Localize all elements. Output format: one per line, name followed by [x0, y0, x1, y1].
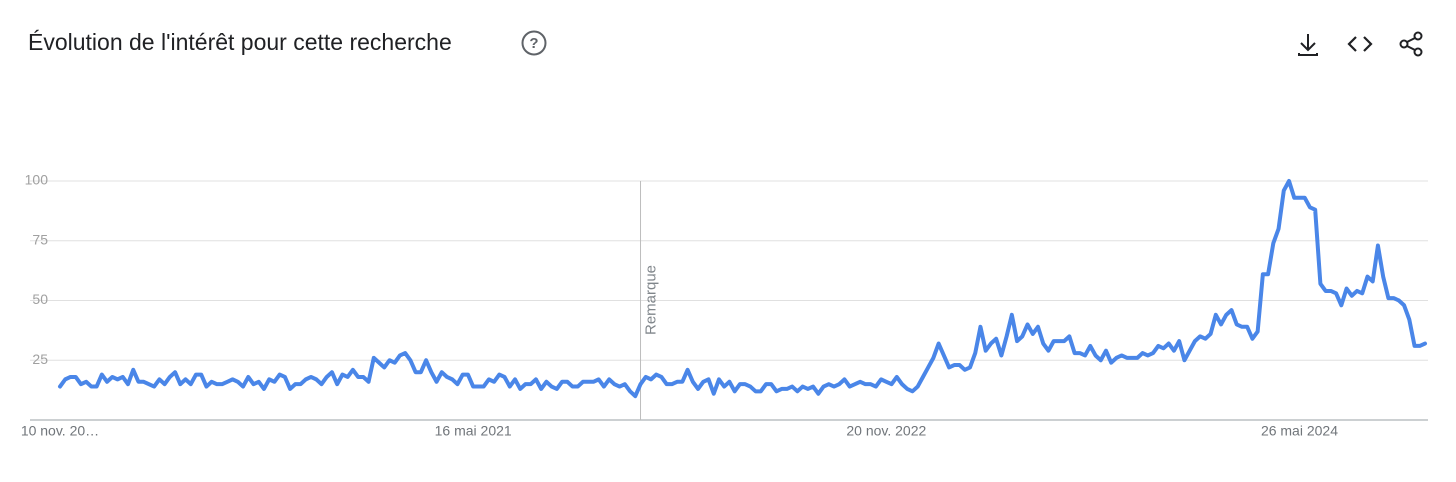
x-tick-label: 16 mai 2021: [435, 423, 512, 439]
x-tick-label: 20 nov. 2022: [846, 423, 926, 439]
svg-text:?: ?: [529, 35, 538, 52]
y-tick-label: 100: [25, 172, 49, 188]
trend-line: [58, 179, 1427, 399]
download-button[interactable]: [1298, 34, 1318, 56]
y-tick-label: 25: [32, 351, 48, 367]
chart-title: Évolution de l'intérêt pour cette recher…: [28, 29, 452, 55]
embed-button[interactable]: [1347, 36, 1373, 52]
x-tick-label: 10 nov. 20…: [21, 423, 99, 439]
x-tick-label: 26 mai 2024: [1261, 423, 1338, 439]
help-icon[interactable]: ?: [521, 30, 547, 56]
y-tick-label: 50: [32, 291, 48, 307]
y-tick-label: 75: [32, 231, 48, 247]
share-button[interactable]: [1399, 31, 1423, 57]
annotation-label: Remarque: [642, 265, 659, 335]
